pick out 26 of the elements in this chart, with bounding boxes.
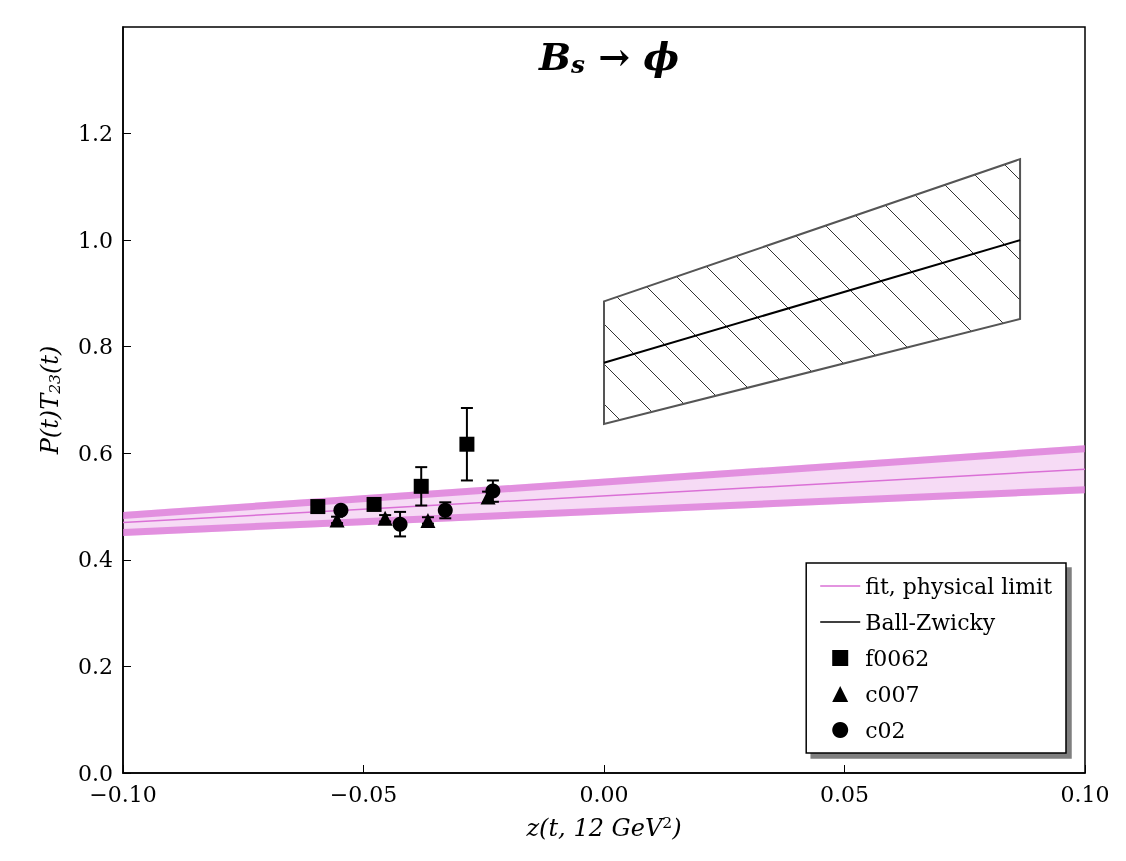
- x-tick-label: 0.05: [820, 781, 869, 807]
- y-tick-label: 0.2: [78, 653, 113, 679]
- y-axis-title: P(t)T23(t): [35, 345, 64, 456]
- point: [333, 502, 349, 518]
- point: [485, 483, 501, 499]
- y-tick-label: 0.4: [78, 547, 113, 573]
- point: [392, 516, 408, 532]
- legend-label: f0062: [865, 645, 930, 671]
- point: [413, 478, 429, 494]
- x-tick-label: 0.00: [579, 781, 629, 807]
- point: [366, 496, 382, 512]
- y-tick-label: 1.2: [78, 121, 113, 147]
- legend-label: c02: [865, 717, 906, 743]
- point: [420, 512, 436, 528]
- chart-title: Bs → ϕ: [537, 33, 680, 80]
- legend-label: Ball-Zwicky: [865, 609, 996, 635]
- y-tick-label: 1.0: [78, 227, 113, 253]
- legend-label: fit, physical limit: [865, 573, 1053, 599]
- y-tick-label: 0.6: [78, 440, 113, 466]
- point: [310, 499, 326, 515]
- legend-label: c007: [865, 681, 920, 707]
- x-tick-label: −0.05: [329, 781, 398, 807]
- point: [459, 436, 475, 452]
- y-tick-label: 0.8: [78, 334, 113, 360]
- point: [377, 510, 393, 526]
- x-tick-label: 0.10: [1060, 781, 1110, 807]
